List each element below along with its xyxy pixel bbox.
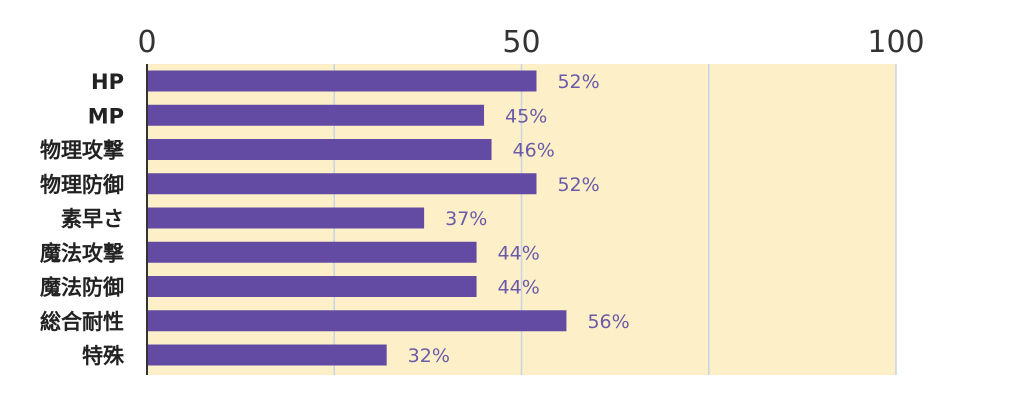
x-axis-ticks: 0 50 100 [137, 25, 924, 60]
data-label: 44% [498, 277, 540, 299]
x-tick-label: 0 [137, 25, 156, 60]
data-label: 32% [408, 345, 450, 367]
data-labels: 52%45%46%52%37%44%44%56%32% [408, 71, 630, 367]
bar [147, 310, 567, 332]
bar [147, 173, 537, 195]
data-label: 37% [445, 208, 487, 230]
data-label: 46% [513, 140, 555, 162]
category-label: MP [88, 104, 124, 128]
category-label: 魔法防御 [40, 276, 124, 300]
bar [147, 104, 485, 126]
x-tick-label: 100 [867, 25, 924, 60]
data-label: 44% [498, 242, 540, 264]
x-tick-label: 50 [502, 25, 540, 60]
bar [147, 241, 477, 263]
category-label: 魔法攻撃 [40, 241, 124, 265]
category-label: 特殊 [82, 344, 125, 368]
data-label: 56% [587, 311, 629, 333]
category-label: 物理防御 [40, 173, 124, 197]
data-label: 45% [505, 105, 547, 127]
data-label: 52% [557, 71, 599, 93]
category-label: 物理攻撃 [40, 139, 124, 163]
bar [147, 207, 425, 229]
bars [147, 70, 567, 366]
bar [147, 70, 537, 92]
data-label: 52% [557, 174, 599, 196]
category-label: 総合耐性 [40, 310, 124, 334]
category-label: 素早さ [61, 207, 124, 231]
bar [147, 139, 492, 160]
bar [147, 276, 477, 297]
bar [147, 344, 387, 366]
category-label: HP [91, 70, 124, 94]
